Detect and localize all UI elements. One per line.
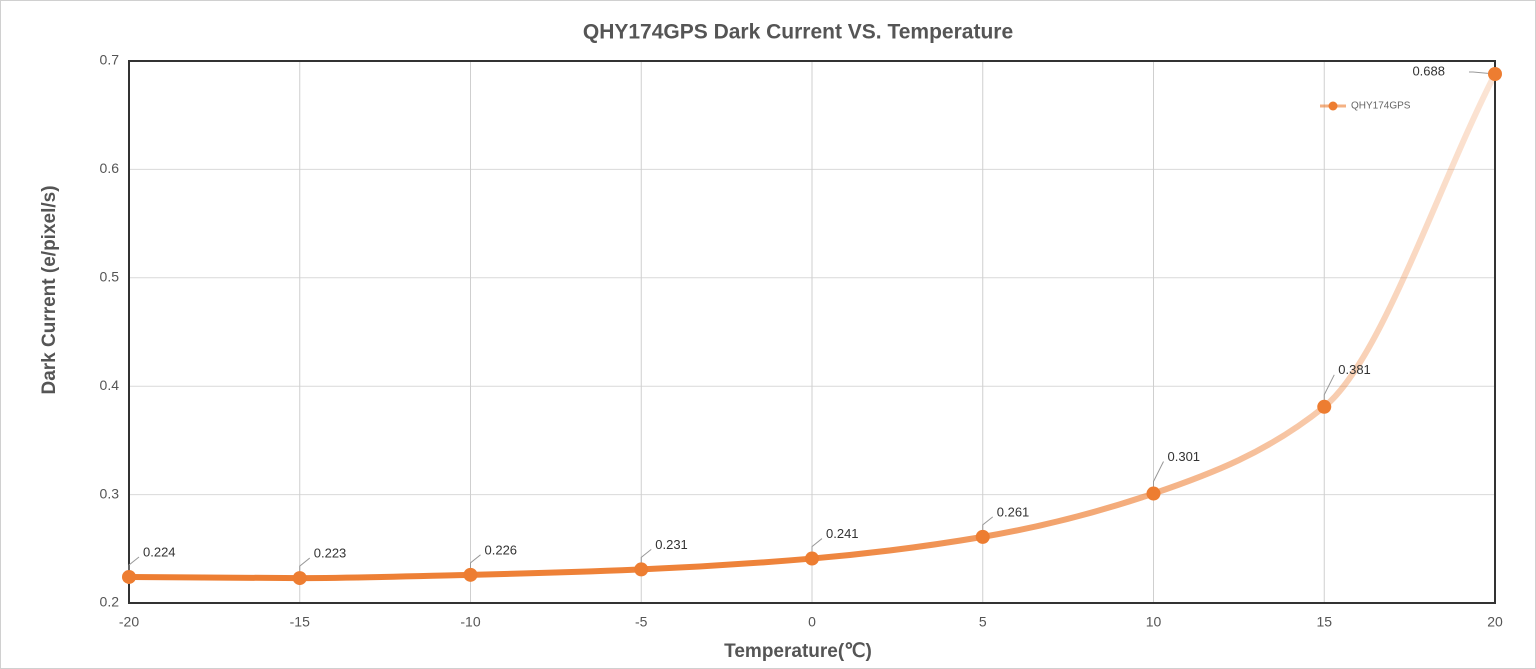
plot-border [128, 60, 1496, 604]
x-tick-label: -20 [119, 614, 139, 630]
x-tick-label: 0 [808, 614, 816, 630]
x-tick-label: -15 [290, 614, 310, 630]
x-tick-label: 20 [1487, 614, 1503, 630]
data-point [1317, 399, 1332, 414]
x-tick-label: 5 [979, 614, 987, 630]
x-axis-label: Temperature(℃) [724, 641, 872, 662]
data-label: 0.301 [1168, 449, 1201, 464]
data-point [292, 571, 307, 586]
data-point [975, 529, 990, 544]
data-point [805, 551, 819, 566]
x-tick-label: -5 [635, 614, 648, 630]
y-tick-label: 0.3 [100, 485, 120, 501]
leader-line [1469, 71, 1496, 75]
y-tick-label: 0.4 [100, 377, 120, 393]
x-tick-label: 15 [1316, 614, 1332, 630]
data-point [634, 562, 649, 577]
data-label: 0.241 [826, 526, 859, 541]
chart-title: QHY174GPS Dark Current VS. Temperature [583, 21, 1013, 44]
data-label: 0.261 [997, 504, 1030, 519]
data-label: 0.381 [1338, 362, 1371, 377]
data-label: 0.224 [143, 544, 176, 559]
data-label: 0.231 [655, 537, 688, 552]
y-tick-label: 0.6 [100, 160, 120, 176]
data-point [1146, 486, 1161, 501]
y-axis-label: Dark Current (e/pixel/s) [39, 185, 60, 394]
legend-swatch [1328, 101, 1338, 111]
x-tick-label: 10 [1146, 614, 1162, 630]
y-tick-label: 0.2 [100, 594, 120, 610]
data-label: 0.688 [1412, 63, 1445, 78]
legend-label: QHY174GPS [1351, 101, 1411, 112]
data-label: 0.226 [485, 542, 518, 557]
data-point [1488, 67, 1502, 82]
y-tick-label: 0.7 [100, 52, 120, 68]
data-point [122, 569, 136, 584]
x-tick-label: -10 [460, 614, 480, 630]
data-label: 0.223 [314, 546, 347, 561]
y-tick-label: 0.5 [100, 269, 120, 285]
data-point [463, 567, 478, 582]
